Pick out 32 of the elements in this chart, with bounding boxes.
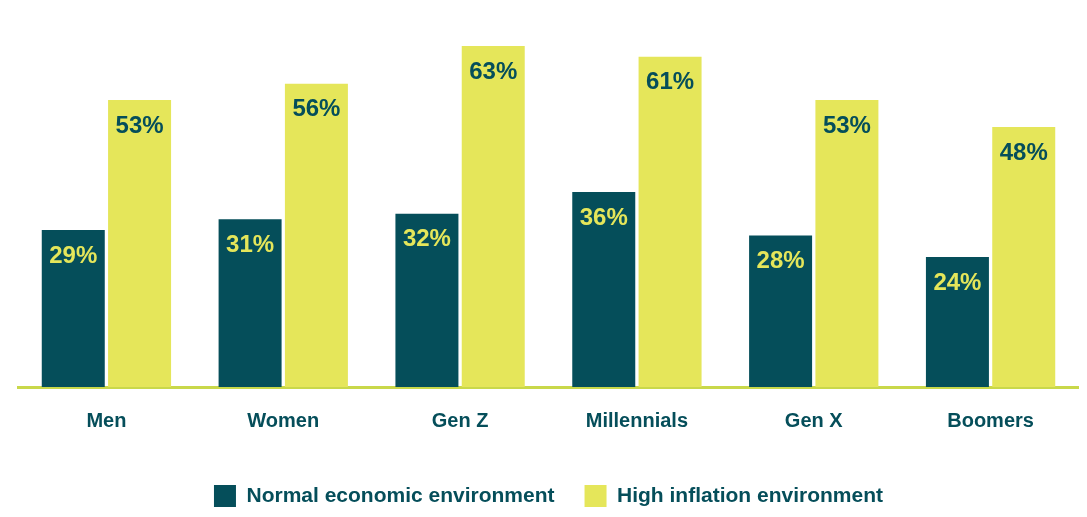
data-label: 53% (822, 110, 871, 138)
data-label: 29% (49, 240, 98, 268)
x-tick-label: Women (247, 408, 320, 431)
bar (572, 192, 636, 387)
legend-label: Normal economic environment (246, 482, 555, 506)
x-tick-label: Gen Z (431, 408, 489, 431)
data-label: 24% (933, 267, 982, 295)
bar (638, 56, 702, 387)
data-label: 63% (469, 56, 518, 84)
bar (815, 100, 879, 387)
data-label: 31% (226, 229, 275, 257)
data-label: 48% (999, 137, 1048, 165)
bar (749, 235, 813, 387)
data-label: 56% (292, 94, 341, 122)
data-label: 53% (115, 110, 164, 138)
data-label: 28% (756, 246, 805, 274)
bar (992, 127, 1056, 387)
bar (461, 45, 525, 387)
bar (41, 229, 105, 387)
x-tick-label: Millennials (585, 408, 689, 431)
data-label: 32% (402, 224, 451, 252)
x-tick-label: Boomers (947, 408, 1034, 431)
bar (108, 100, 172, 387)
bar (284, 83, 348, 387)
bar (218, 219, 282, 387)
bar (395, 213, 459, 387)
bar (925, 257, 989, 387)
legend-label: High inflation environment (617, 482, 884, 506)
x-tick-label: Men (86, 408, 127, 431)
x-tick-label: Gen X (784, 408, 844, 431)
data-label: 61% (646, 67, 695, 95)
data-label: 36% (579, 202, 628, 230)
